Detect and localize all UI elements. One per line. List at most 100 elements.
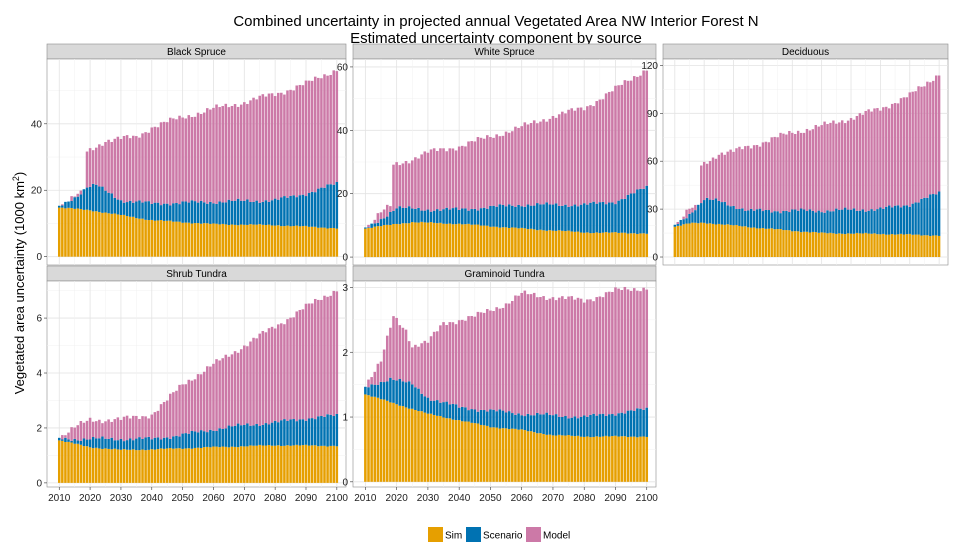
bar-scenario (320, 187, 323, 228)
bar-scenario (373, 223, 377, 227)
bar-sim (426, 222, 430, 258)
bar-sim (579, 436, 583, 482)
bar-sim (720, 224, 724, 258)
bar-sim (258, 224, 261, 257)
bar-sim (741, 226, 744, 258)
bar-sim (426, 413, 430, 482)
bar-sim (929, 236, 932, 258)
bar-sim (885, 234, 888, 258)
bar-model (135, 136, 138, 202)
bar-scenario (367, 227, 370, 228)
bar-model (407, 341, 411, 382)
bar-scenario (128, 200, 132, 217)
bar-scenario (404, 207, 408, 224)
bar-model (467, 141, 470, 211)
bar-model (832, 120, 835, 212)
bar-scenario (379, 381, 383, 400)
bar-scenario (700, 203, 703, 223)
bar-model (442, 148, 445, 210)
x-tick-label: 2080 (573, 493, 596, 504)
bar-scenario (841, 209, 844, 234)
bar-model (258, 95, 261, 203)
bar-sim (501, 428, 505, 482)
bar-model (202, 112, 206, 203)
bar-model (113, 419, 117, 441)
bar-sim (221, 446, 224, 483)
bar-scenario (307, 193, 311, 227)
bar-scenario (482, 410, 486, 426)
bar-sim (791, 231, 794, 258)
bar-model (467, 316, 470, 411)
bar-scenario (85, 439, 89, 447)
bar-scenario (128, 438, 132, 450)
bar-scenario (199, 430, 203, 449)
bar-scenario (545, 202, 548, 231)
y-tick-label: 1 (342, 413, 348, 424)
bar-sim (548, 434, 552, 482)
bar-sim (181, 222, 184, 257)
bar-sim (392, 223, 395, 258)
bar-scenario (758, 208, 762, 229)
bar-model (85, 420, 89, 440)
bar-scenario (162, 437, 166, 449)
bar-sim (432, 415, 436, 482)
bar-model (567, 109, 570, 207)
bar-scenario (554, 414, 558, 436)
bar-scenario (273, 420, 277, 446)
bar-model (255, 99, 258, 201)
bar-model (893, 103, 897, 206)
bar-model (914, 91, 917, 203)
y-tick-label: 4 (36, 369, 42, 380)
bar-model (805, 128, 809, 212)
bar-scenario (457, 407, 461, 421)
bar-model (676, 221, 679, 225)
bar-model (224, 103, 228, 203)
bar-sim (457, 223, 461, 258)
bar-model (101, 423, 104, 437)
bar-sim (73, 443, 76, 483)
bar-sim (113, 448, 117, 483)
bar-model (604, 292, 608, 416)
bar-sim (570, 435, 573, 482)
bar-sim (604, 435, 608, 482)
bar-sim (536, 230, 539, 258)
bar-model (504, 303, 508, 413)
bar-sim (601, 436, 605, 482)
bar-scenario (122, 441, 126, 450)
bar-model (511, 301, 514, 414)
bar-sim (429, 413, 433, 482)
bar-scenario (107, 192, 110, 214)
bar-sim (708, 223, 712, 258)
bar-scenario (332, 184, 336, 228)
bar-model (239, 349, 243, 426)
bar-scenario (679, 219, 682, 226)
bar-scenario (323, 187, 326, 228)
bar-scenario (153, 437, 157, 450)
bar-model (858, 113, 862, 211)
bar-model (162, 401, 166, 438)
bar-scenario (423, 210, 427, 223)
bar-model (376, 363, 380, 385)
bar-sim (332, 227, 336, 257)
bar-model (561, 296, 564, 417)
bar-scenario (159, 205, 163, 221)
bar-scenario (224, 428, 228, 447)
bar-scenario (85, 187, 89, 210)
bar-scenario (385, 216, 389, 225)
bar-model (95, 421, 98, 439)
panel-strip-label: Black Spruce (167, 47, 226, 58)
bar-scenario (202, 202, 206, 224)
bar-sim (335, 228, 339, 257)
bar-model (492, 311, 495, 410)
bar-sim (98, 212, 101, 257)
panel-strip-label: Graminoid Tundra (464, 269, 544, 280)
bar-sim (135, 450, 138, 483)
bar-model (539, 121, 542, 205)
bar-model (776, 137, 779, 212)
bar-sim (517, 228, 520, 258)
bar-model (507, 132, 511, 205)
bar-scenario (705, 197, 709, 224)
bar-model (482, 312, 486, 411)
bar-model (843, 123, 847, 208)
x-tick-label: 2010 (354, 493, 377, 504)
